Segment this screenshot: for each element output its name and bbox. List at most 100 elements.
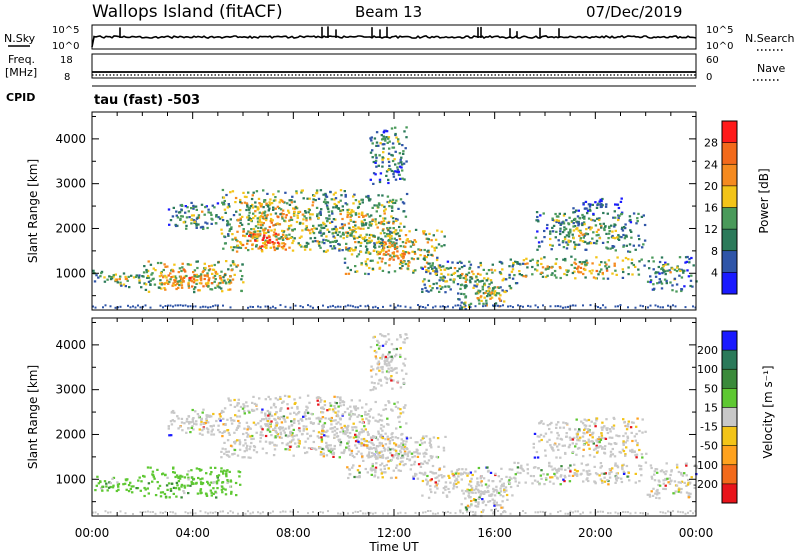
range-gate-cell (279, 433, 283, 436)
range-gate-cell (398, 165, 402, 168)
range-gate-cell (190, 480, 193, 483)
range-gate-cell (128, 286, 131, 289)
range-gate-cell (160, 287, 163, 290)
range-gate-cell (264, 219, 268, 222)
range-gate-cell (389, 237, 392, 240)
range-gate-cell (281, 238, 285, 241)
range-gate-cell (569, 304, 572, 307)
range-gate-cell (551, 448, 554, 451)
range-gate-cell (92, 269, 95, 272)
range-gate-cell (384, 448, 387, 451)
range-gate-cell (655, 468, 659, 471)
range-gate-cell (605, 246, 608, 249)
range-gate-cell (370, 214, 373, 217)
range-gate-cell (176, 415, 179, 418)
range-gate-cell (401, 252, 404, 255)
range-gate-cell (402, 202, 406, 205)
range-gate-cell (423, 254, 426, 258)
range-gate-cell (246, 205, 249, 208)
range-gate-cell (243, 427, 246, 430)
range-gate-cell (596, 473, 599, 476)
range-gate-cell (162, 306, 164, 309)
range-gate-cell (168, 223, 171, 226)
range-gate-cell (198, 428, 201, 431)
range-gate-cell (178, 488, 181, 491)
range-gate-cell (406, 238, 409, 241)
range-gate-cell (208, 414, 211, 417)
range-gate-cell (383, 232, 386, 235)
range-gate-cell (278, 201, 281, 204)
range-gate-cell (437, 512, 439, 515)
range-gate-cell (467, 271, 471, 274)
range-gate-cell (251, 203, 254, 206)
range-gate-cell (493, 269, 497, 272)
range-gate-cell (343, 224, 346, 227)
range-gate-cell (199, 481, 203, 484)
range-gate-cell (282, 242, 285, 245)
range-gate-cell (623, 420, 626, 424)
range-gate-cell (535, 211, 539, 214)
range-gate-cell (397, 469, 400, 472)
range-gate-cell (607, 259, 611, 262)
range-gate-cell (425, 261, 429, 264)
range-gate-cell (197, 223, 200, 226)
range-gate-cell (227, 450, 230, 453)
range-gate-cell (397, 138, 400, 141)
range-gate-cell (620, 480, 624, 484)
range-gate-cell (502, 485, 505, 488)
range-gate-cell (190, 476, 194, 479)
range-gate-cell (680, 471, 683, 475)
range-gate-cell (409, 468, 412, 471)
range-gate-cell (692, 264, 695, 267)
range-gate-cell (463, 305, 466, 308)
range-gate-cell (273, 448, 277, 451)
range-gate-cell (464, 304, 467, 307)
range-gate-cell (268, 422, 272, 425)
range-gate-cell (676, 466, 679, 469)
velocity-heatmap-cells (92, 333, 698, 518)
range-gate-cell (564, 512, 567, 515)
range-gate-cell (399, 451, 403, 454)
range-gate-cell (493, 290, 497, 293)
range-gate-cell (381, 365, 384, 369)
range-gate-cell (637, 268, 640, 271)
range-gate-cell (565, 241, 568, 244)
range-gate-cell (201, 477, 204, 480)
range-gate-cell (216, 476, 219, 479)
range-gate-cell (595, 419, 598, 422)
range-gate-cell (378, 180, 382, 184)
range-gate-cell (283, 418, 286, 421)
range-gate-cell (659, 511, 662, 514)
range-gate-cell (639, 468, 642, 471)
range-gate-cell (654, 304, 657, 307)
range-gate-cell (194, 512, 197, 515)
range-gate-cell (520, 274, 524, 277)
range-gate-cell (313, 236, 317, 240)
range-gate-cell (309, 421, 313, 424)
range-gate-cell (391, 438, 394, 442)
range-gate-cell (259, 419, 262, 423)
range-gate-cell (387, 446, 390, 449)
range-gate-cell (447, 285, 451, 288)
range-gate-cell (304, 415, 307, 418)
range-gate-cell (186, 206, 189, 209)
range-gate-cell (266, 420, 270, 423)
range-gate-cell (469, 276, 472, 279)
range-gate-cell (477, 491, 480, 494)
range-gate-cell (332, 206, 335, 209)
range-gate-cell (606, 479, 609, 482)
range-gate-cell (272, 246, 276, 249)
range-gate-cell (649, 281, 652, 284)
range-gate-cell (412, 271, 415, 274)
range-gate-cell (320, 453, 323, 456)
range-gate-cell (636, 217, 639, 220)
range-gate-cell (338, 456, 341, 459)
range-gate-cell (229, 275, 232, 278)
range-gate-cell (370, 473, 373, 476)
range-gate-cell (367, 239, 370, 242)
range-gate-cell (373, 235, 376, 238)
range-gate-cell (115, 489, 119, 493)
range-gate-cell (412, 475, 415, 478)
range-gate-cell (297, 210, 300, 214)
range-gate-cell (548, 423, 552, 426)
